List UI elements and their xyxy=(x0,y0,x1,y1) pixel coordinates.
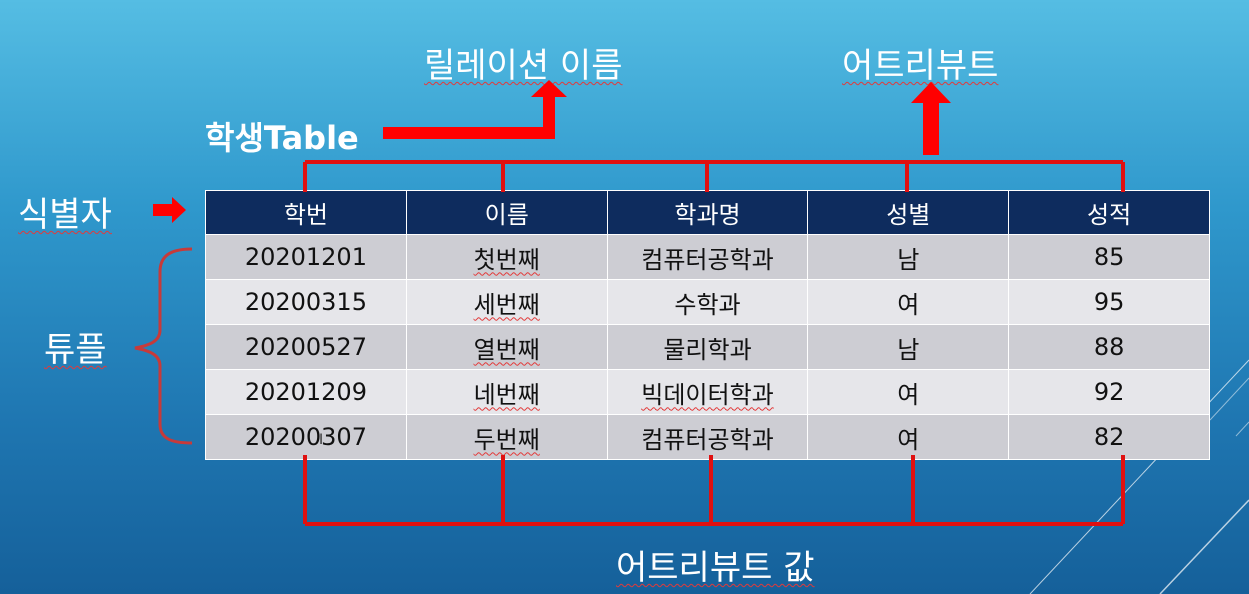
cell-name: 열번째 xyxy=(405,324,608,370)
cell-name: 첫번째 xyxy=(405,234,608,280)
relation-name-label: 릴레이션 이름 xyxy=(424,46,623,86)
header-grade: 성적 xyxy=(1008,190,1210,235)
cell-gender: 여 xyxy=(807,414,1010,460)
cell-grade: 85 xyxy=(1008,234,1210,280)
text-cursor-icon: I xyxy=(319,432,324,448)
table-row: 20201209 네번째 빅데이터학과 여 92 xyxy=(205,369,1210,415)
attribute-bracket xyxy=(303,160,1125,192)
tuple-label: 튜플 xyxy=(44,330,107,370)
cell-name: 네번째 xyxy=(405,369,608,415)
attribute-arrow xyxy=(911,82,951,155)
tuple-brace xyxy=(134,247,193,445)
cell-gender: 여 xyxy=(807,279,1010,325)
cell-department: 물리학과 xyxy=(606,324,809,370)
table-header-row: 학번 이름 학과명 성별 성적 xyxy=(205,190,1210,235)
header-gender: 성별 xyxy=(807,190,1010,235)
cell-gender: 여 xyxy=(807,369,1010,415)
identifier-arrow xyxy=(153,197,186,223)
cell-student-id: 20200307 xyxy=(205,414,407,460)
table-row: 20201201 첫번째 컴퓨터공학과 남 85 xyxy=(205,234,1210,280)
cell-grade: 88 xyxy=(1008,324,1210,370)
cell-gender: 남 xyxy=(807,324,1010,370)
table-name-label: 학생Table xyxy=(205,119,359,157)
cell-student-id: 20200315 xyxy=(205,279,407,325)
attribute-value-bracket xyxy=(303,455,1125,526)
header-name: 이름 xyxy=(405,190,608,235)
cell-student-id: 20201201 xyxy=(205,234,407,280)
cell-department: 컴퓨터공학과 xyxy=(606,414,809,460)
attribute-label: 어트리뷰트 xyxy=(842,46,999,86)
cell-department: 빅데이터학과 xyxy=(606,369,809,415)
header-department: 학과명 xyxy=(606,190,809,235)
table-row: 20200307 두번째 컴퓨터공학과 여 82 xyxy=(205,414,1210,460)
attribute-value-label: 어트리뷰트 값 xyxy=(616,548,815,588)
cell-name: 두번째 xyxy=(405,414,608,460)
identifier-label: 식별자 xyxy=(18,195,112,235)
header-student-id: 학번 xyxy=(205,190,407,235)
relation-name-arrow xyxy=(383,80,567,139)
cell-grade: 82 xyxy=(1008,414,1210,460)
student-table: 학번 이름 학과명 성별 성적 20201201 첫번째 컴퓨터공학과 남 85… xyxy=(205,190,1210,460)
table-row: 20200527 열번째 물리학과 남 88 xyxy=(205,324,1210,370)
cell-student-id: 20201209 xyxy=(205,369,407,415)
cell-grade: 95 xyxy=(1008,279,1210,325)
cell-department: 컴퓨터공학과 xyxy=(606,234,809,280)
